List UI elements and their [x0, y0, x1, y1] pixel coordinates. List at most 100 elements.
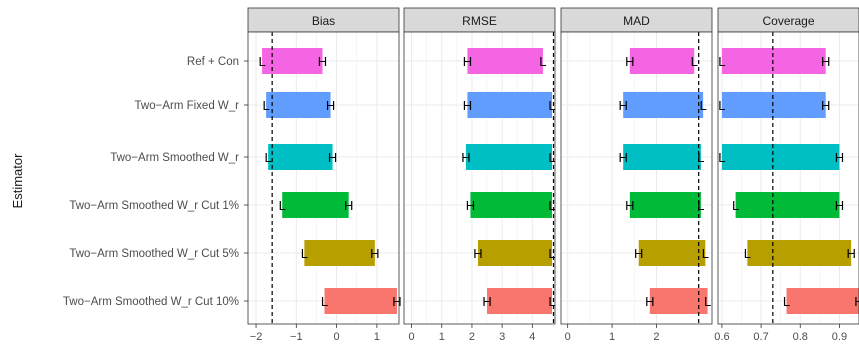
bar-right-marker: H [846, 246, 855, 261]
x-tick-label: 0.6 [714, 331, 729, 343]
bar-left-marker: H [473, 246, 482, 261]
x-tick-label: 1 [374, 331, 380, 343]
panel-background [561, 32, 712, 324]
facet-bias: Bias L H L H L H L H L H L H −2 −1 0 1 [247, 7, 402, 343]
x-tick-label: 0 [408, 331, 414, 343]
bar-left-marker: H [463, 54, 472, 69]
bar-right-marker: H [328, 150, 337, 165]
bar-left-marker: H [625, 198, 634, 213]
x-tick-label: 0.8 [793, 331, 808, 343]
bar-left-marker: H [625, 54, 634, 69]
bar-right-marker: H [370, 246, 379, 261]
bar-left-marker: L [718, 54, 725, 69]
bar-right-marker: L [700, 98, 707, 113]
bar-mad-5 [649, 288, 708, 314]
bar-right-marker: L [691, 54, 698, 69]
category-label: Two−Arm Smoothed W_r Cut 10% [63, 296, 239, 308]
x-tick-label: 4 [529, 331, 535, 343]
bar-rmse-1 [467, 92, 552, 118]
bar-coverage-0 [721, 48, 826, 74]
bar-right-marker: H [821, 54, 830, 69]
category-labels: Ref + Con Two−Arm Fixed W_r Two−Arm Smooth… [63, 56, 248, 308]
bar-right-marker: H [344, 198, 353, 213]
panel-background [248, 32, 399, 324]
panel-background [718, 32, 859, 324]
panel-background [404, 32, 555, 324]
bar-right-marker: H [326, 98, 335, 113]
bar-left-marker: L [718, 98, 725, 113]
x-tick-label: 1 [439, 331, 445, 343]
x-tick-label: 0.9 [832, 331, 847, 343]
bar-left-marker: L [279, 198, 286, 213]
x-tick-label: −1 [290, 331, 303, 343]
bar-right-marker: L [548, 150, 555, 165]
bar-right-marker: H [318, 54, 327, 69]
bar-mad-1 [623, 92, 704, 118]
bar-coverage-5 [786, 288, 859, 314]
panel-border [560, 31, 713, 325]
bar-left-marker: H [466, 198, 475, 213]
facets-layer: Bias L H L H L H L H L H L H −2 −1 0 1 RMSE H L H L H L H L H L H L 0 1… [247, 7, 859, 343]
bar-right-marker: H [821, 98, 830, 113]
facet-rmse: RMSE H L H L H L H L H L H L 0 1 2 3 4 [403, 7, 556, 343]
facet-strip [403, 7, 556, 33]
bar-left-marker: L [263, 98, 270, 113]
facet-title: RMSE [462, 14, 497, 28]
bar-mad-4 [638, 240, 706, 266]
bar-coverage-3 [735, 192, 840, 218]
bar-right-marker: H [835, 150, 844, 165]
bar-left-marker: L [301, 246, 308, 261]
category-label: Ref + Con [187, 56, 239, 68]
panel-border [403, 31, 556, 325]
bar-coverage-4 [747, 240, 852, 266]
x-tick-label: 1 [609, 331, 615, 343]
bar-right-marker: L [548, 198, 555, 213]
bar-mad-2 [623, 144, 701, 170]
bar-right-marker: L [702, 246, 709, 261]
bar-right-marker: L [539, 54, 546, 69]
x-tick-label: 0 [565, 331, 571, 343]
x-tick-label: 2 [653, 331, 659, 343]
bar-left-marker: H [618, 150, 627, 165]
bar-left-marker: L [265, 150, 272, 165]
category-label: Two−Arm Fixed W_r [135, 100, 240, 112]
x-tick-label: 2 [469, 331, 475, 343]
facet-strip [247, 7, 400, 33]
y-axis-title: Estimator [10, 153, 25, 209]
bar-rmse-3 [470, 192, 552, 218]
panel-border [717, 31, 859, 325]
bar-coverage-2 [721, 144, 840, 170]
facet-title: MAD [623, 14, 650, 28]
bar-coverage-1 [721, 92, 826, 118]
facet-strip [560, 7, 713, 33]
bar-right-marker: L [548, 294, 555, 309]
facet-mad: MAD H L H L H L H L H L H L 0 1 2 [560, 7, 713, 343]
bar-left-marker: H [618, 98, 627, 113]
x-tick-label: 3 [499, 331, 505, 343]
bar-rmse-0 [467, 48, 543, 74]
x-tick-label: −2 [250, 331, 263, 343]
bar-right-marker: L [697, 198, 704, 213]
bar-bias-5 [324, 288, 397, 314]
bar-left-marker: H [463, 98, 472, 113]
x-tick-label: 0.7 [753, 331, 768, 343]
facet-title: Coverage [762, 14, 814, 28]
panel-border [247, 31, 400, 325]
category-label: Two−Arm Smoothed W_r Cut 5% [69, 248, 239, 260]
bar-right-marker: L [548, 246, 555, 261]
bar-rmse-2 [465, 144, 552, 170]
bar-left-marker: L [744, 246, 751, 261]
bar-bias-0 [262, 48, 323, 74]
bar-right-marker: H [835, 198, 844, 213]
bar-right-marker: H [392, 294, 401, 309]
bar-left-marker: H [634, 246, 643, 261]
bar-mad-3 [629, 192, 701, 218]
bar-mad-0 [629, 48, 695, 74]
category-label: Two−Arm Smoothed W_r [110, 152, 239, 164]
facet-title: Bias [312, 14, 335, 28]
bar-left-marker: L [718, 150, 725, 165]
bar-bias-1 [266, 92, 331, 118]
bar-bias-2 [268, 144, 333, 170]
bar-bias-4 [304, 240, 375, 266]
